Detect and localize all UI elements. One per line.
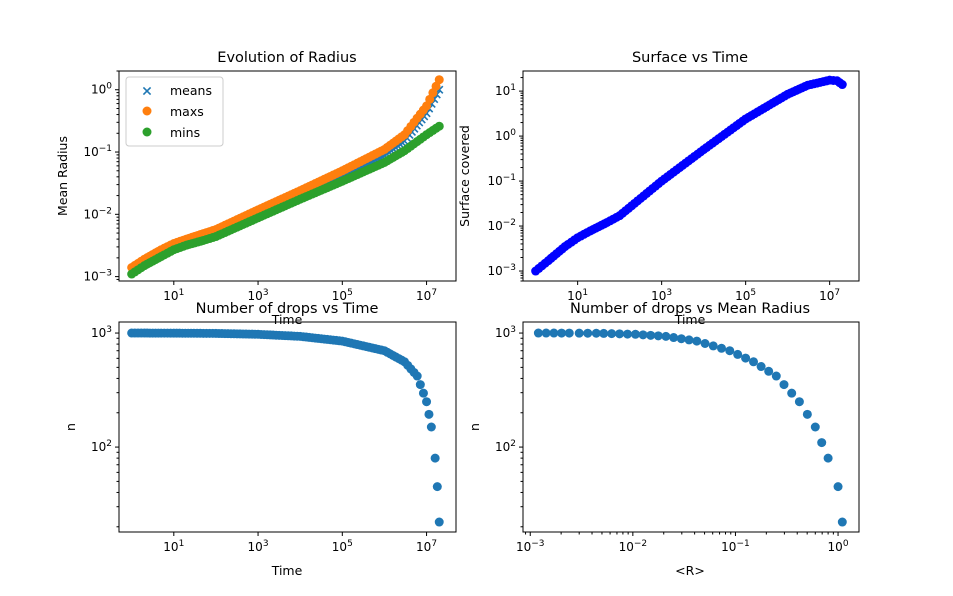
drops-time-x-label: Time bbox=[271, 563, 303, 578]
drops-time-axes-frame bbox=[118, 321, 457, 533]
drops-radius-point-series-0 bbox=[779, 380, 789, 390]
drops-time-point-series-0 bbox=[434, 517, 444, 527]
drops-radius-point-series-0 bbox=[661, 331, 671, 341]
drops-radius-point-series-0 bbox=[725, 346, 735, 356]
drops-radius-point-series-0 bbox=[756, 362, 766, 372]
legend-marker-mins bbox=[142, 127, 152, 137]
surface-chart-title: Surface vs Time bbox=[632, 50, 748, 66]
drops-time-point-series-0 bbox=[424, 409, 434, 419]
drops-radius-point-series-0 bbox=[741, 353, 751, 363]
drops-radius-point-series-0 bbox=[638, 330, 648, 340]
drops-radius-point-series-0 bbox=[574, 328, 584, 338]
legend-label-means: means bbox=[170, 83, 212, 98]
drops-radius-point-series-0 bbox=[653, 331, 663, 341]
drops-time-plot-area bbox=[127, 328, 444, 527]
drops-radius-point-series-0 bbox=[749, 357, 759, 367]
drops-time-point-series-0 bbox=[418, 388, 428, 398]
surface-series-series-0 bbox=[531, 75, 847, 276]
drops-radius-point-series-0 bbox=[684, 335, 694, 345]
surface-point-series-0 bbox=[835, 78, 845, 88]
drops-radius-chart-title: Number of drops vs Mean Radius bbox=[570, 301, 810, 317]
radius-series-mins bbox=[127, 121, 444, 279]
drops-radius-panel: Number of drops vs Mean Radius 10−3 10−2 1… bbox=[467, 301, 860, 578]
legend-marker-mins bbox=[142, 127, 152, 137]
drops-radius-axes-frame bbox=[522, 321, 860, 533]
drops-radius-point-series-0 bbox=[669, 333, 679, 343]
drops-time-point-series-0 bbox=[426, 422, 436, 432]
drops-radius-point-series-0 bbox=[615, 329, 625, 339]
surface-point-series-0 bbox=[822, 76, 832, 86]
drops-time-point-series-0 bbox=[409, 367, 419, 377]
drops-radius-point-series-0 bbox=[599, 328, 609, 338]
drops-radius-point-series-0 bbox=[591, 328, 601, 338]
radius-legend: means maxs mins bbox=[125, 76, 224, 147]
drops-radius-point-series-0 bbox=[833, 482, 843, 492]
drops-radius-x-label: <R> bbox=[675, 563, 705, 578]
drops-time-point-series-0 bbox=[430, 453, 440, 463]
drops-radius-plot-area bbox=[533, 328, 847, 527]
drops-radius-y-label: n bbox=[467, 423, 482, 431]
legend-marker-means bbox=[142, 86, 152, 96]
radius-chart-title: Evolution of Radius bbox=[217, 50, 356, 66]
surface-y-label: Surface covered bbox=[457, 125, 472, 227]
drops-radius-point-series-0 bbox=[564, 328, 574, 338]
drops-radius-point-series-0 bbox=[794, 397, 804, 407]
radius-x-label: Time bbox=[271, 312, 303, 327]
radius-point-maxs bbox=[418, 105, 428, 115]
drops-radius-point-series-0 bbox=[708, 341, 718, 351]
radius-axes-frame bbox=[118, 70, 457, 282]
drops-radius-point-series-0 bbox=[623, 329, 633, 339]
surface-axes-frame bbox=[522, 70, 860, 282]
radius-y-label: Mean Radius bbox=[55, 136, 70, 216]
surface-x-label: Time bbox=[674, 312, 706, 327]
drops-time-point-series-0 bbox=[397, 355, 407, 365]
radius-panel: Evolution of Radius 101 103 105 107 10−310−… bbox=[55, 50, 457, 327]
drops-radius-point-series-0 bbox=[764, 366, 774, 376]
legend-marker-maxs bbox=[142, 106, 152, 116]
drops-radius-series-series-0 bbox=[533, 328, 847, 527]
legend-marker-means bbox=[142, 86, 152, 96]
drops-radius-point-series-0 bbox=[823, 453, 833, 463]
drops-time-point-series-0 bbox=[432, 482, 442, 492]
drops-radius-point-series-0 bbox=[717, 343, 727, 353]
drops-radius-point-series-0 bbox=[802, 409, 812, 419]
drops-radius-point-series-0 bbox=[549, 328, 559, 338]
drops-radius-point-series-0 bbox=[541, 328, 551, 338]
drops-time-y-label: n bbox=[63, 423, 78, 431]
drops-radius-point-series-0 bbox=[771, 371, 781, 381]
drops-radius-point-series-0 bbox=[676, 334, 686, 344]
drops-radius-point-series-0 bbox=[700, 339, 710, 349]
drops-time-series-series-0 bbox=[127, 328, 444, 527]
drops-radius-point-series-0 bbox=[583, 328, 593, 338]
drops-radius-point-series-0 bbox=[837, 517, 847, 527]
legend-label-maxs: maxs bbox=[170, 104, 204, 119]
surface-point-series-0 bbox=[540, 258, 550, 268]
drops-radius-point-series-0 bbox=[817, 438, 827, 448]
drops-radius-point-series-0 bbox=[692, 336, 702, 346]
drops-radius-point-series-0 bbox=[810, 422, 820, 432]
drops-time-chart-title: Number of drops vs Time bbox=[196, 301, 379, 317]
radius-point-mins bbox=[431, 123, 441, 133]
radius-point-maxs bbox=[431, 81, 441, 91]
legend-label-mins: mins bbox=[170, 125, 200, 140]
radius-plot-area bbox=[127, 75, 444, 279]
drops-radius-point-series-0 bbox=[630, 329, 640, 339]
drops-radius-point-series-0 bbox=[646, 330, 656, 340]
drops-time-point-series-0 bbox=[422, 397, 432, 407]
radius-point-mins bbox=[418, 132, 428, 142]
drops-time-point-series-0 bbox=[415, 380, 425, 390]
radius-series-maxs bbox=[127, 75, 444, 273]
drops-radius-point-series-0 bbox=[787, 388, 797, 398]
surface-plot-area bbox=[531, 75, 847, 276]
drops-radius-point-series-0 bbox=[557, 328, 567, 338]
legend-marker-maxs bbox=[142, 106, 152, 116]
drops-radius-point-series-0 bbox=[533, 328, 543, 338]
drops-radius-point-series-0 bbox=[733, 349, 743, 359]
radius-point-maxs bbox=[397, 132, 407, 142]
drops-radius-point-series-0 bbox=[607, 329, 617, 339]
